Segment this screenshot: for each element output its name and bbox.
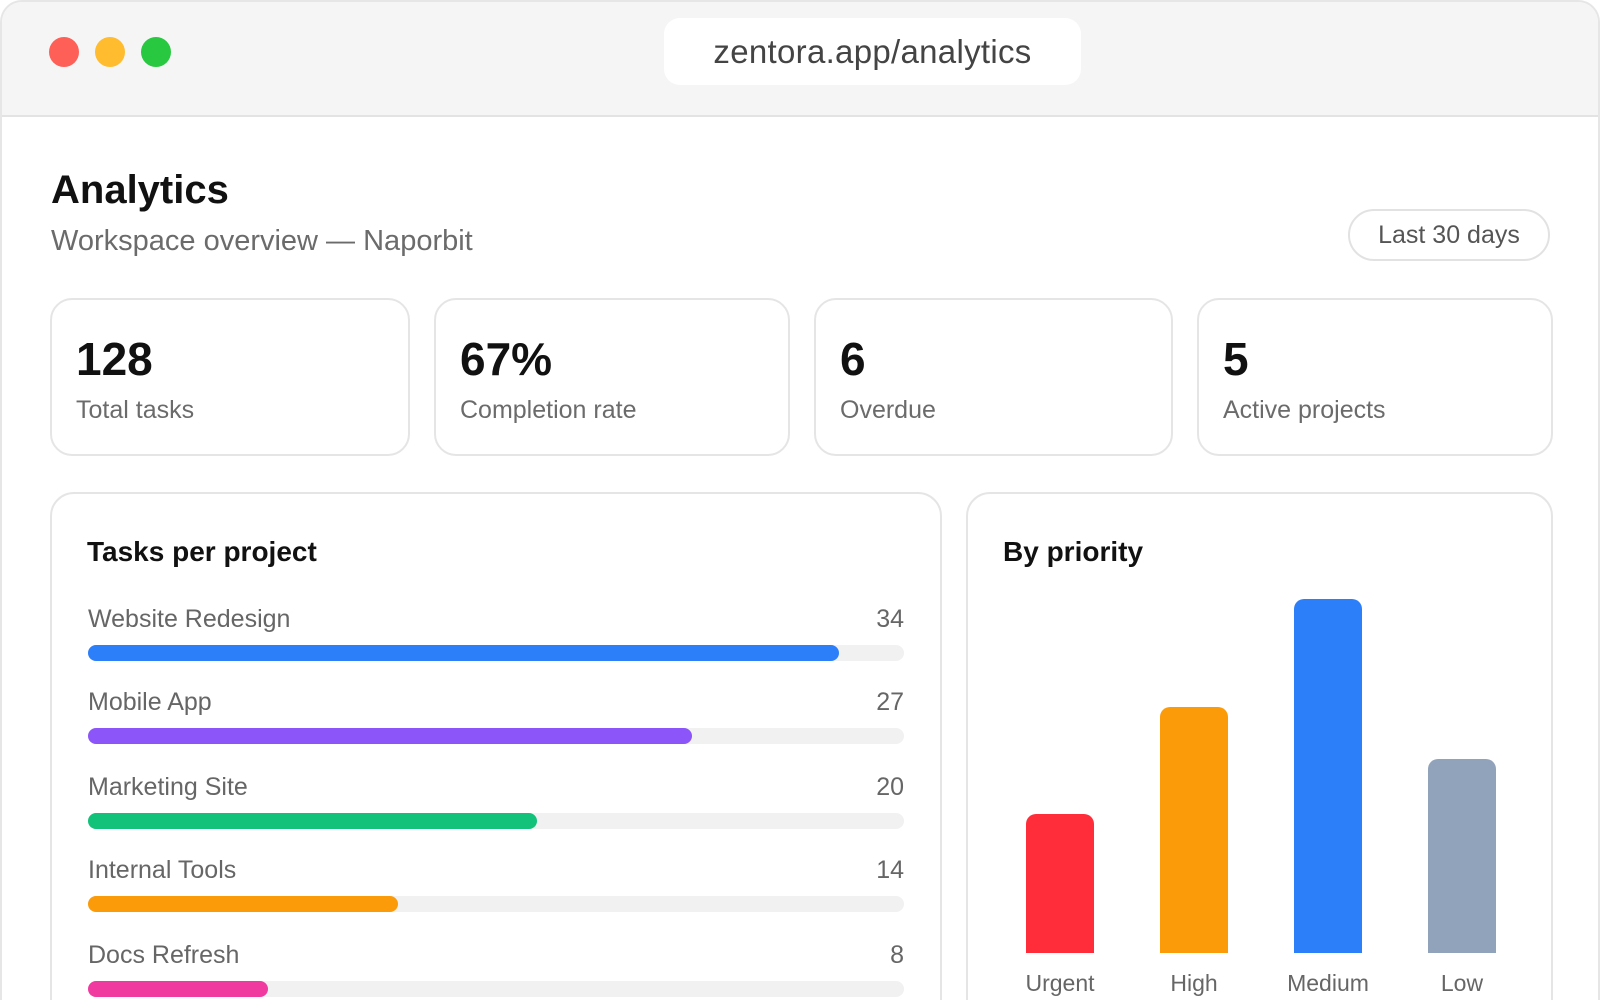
priority-bar-chart: Urgent High Medium Low — [968, 494, 1558, 1000]
close-window-button[interactable] — [49, 37, 79, 67]
project-progress-track — [88, 645, 904, 661]
stat-value: 5 — [1223, 333, 1249, 385]
project-row: Docs Refresh 8 — [88, 941, 904, 1000]
stat-value: 67% — [460, 333, 553, 385]
project-count: 27 — [876, 688, 904, 716]
project-row: Marketing Site 20 — [88, 773, 904, 833]
project-progress-track — [88, 896, 904, 912]
priority-bar-low — [1428, 759, 1496, 953]
stat-card-active-projects: 5 Active projects — [1197, 298, 1553, 456]
tasks-per-project-panel: Tasks per project Website Redesign 34 Mo… — [50, 492, 942, 1000]
panel-title: Tasks per project — [87, 536, 317, 567]
stat-card-completion-rate: 67% Completion rate — [434, 298, 790, 456]
project-count: 20 — [876, 773, 904, 801]
project-progress-fill — [88, 728, 692, 744]
panel-title: By priority — [1003, 536, 1144, 567]
stat-label: Overdue — [840, 396, 936, 424]
priority-bar-medium — [1294, 599, 1362, 953]
browser-titlebar: zentora.app/analytics — [2, 2, 1598, 117]
priority-tick-label: Medium — [1287, 970, 1369, 996]
project-row: Mobile App 27 — [88, 688, 904, 748]
minimize-window-button[interactable] — [95, 37, 125, 67]
priority-tick-label: Low — [1440, 970, 1484, 996]
by-priority-panel: By priority Urgent High Medium Low — [966, 492, 1553, 1000]
stat-label: Completion rate — [460, 396, 637, 424]
project-progress-fill — [88, 981, 268, 997]
project-progress-fill — [88, 896, 399, 912]
priority-bar-high — [1160, 707, 1228, 953]
priority-tick-label: Urgent — [1025, 970, 1095, 996]
project-progress-fill — [88, 813, 537, 829]
project-name: Internal Tools — [88, 856, 237, 884]
project-progress-fill — [88, 645, 839, 661]
project-count: 34 — [876, 605, 904, 633]
page-subtitle: Workspace overview — Naporbit — [51, 225, 473, 257]
project-name: Website Redesign — [88, 605, 291, 633]
stat-card-overdue: 6 Overdue — [814, 298, 1173, 456]
project-row: Website Redesign 34 — [88, 605, 904, 665]
project-progress-track — [88, 981, 904, 997]
stat-value: 128 — [76, 333, 153, 385]
stat-label: Total tasks — [76, 396, 195, 424]
project-count: 14 — [876, 856, 904, 884]
project-name: Docs Refresh — [88, 941, 240, 969]
address-bar[interactable]: zentora.app/analytics — [664, 18, 1081, 85]
stat-card-total-tasks: 128 Total tasks — [50, 298, 410, 456]
project-progress-track — [88, 728, 904, 744]
stat-value: 6 — [840, 333, 866, 385]
project-count: 8 — [890, 941, 904, 969]
page-title: Analytics — [51, 168, 229, 212]
maximize-window-button[interactable] — [141, 37, 171, 67]
project-name: Marketing Site — [88, 773, 248, 801]
priority-bar-urgent — [1026, 814, 1094, 953]
project-progress-track — [88, 813, 904, 829]
date-range-button[interactable]: Last 30 days — [1348, 209, 1550, 261]
project-row: Internal Tools 14 — [88, 856, 904, 916]
priority-tick-label: High — [1170, 970, 1218, 996]
stat-label: Active projects — [1223, 396, 1386, 424]
project-name: Mobile App — [88, 688, 212, 716]
